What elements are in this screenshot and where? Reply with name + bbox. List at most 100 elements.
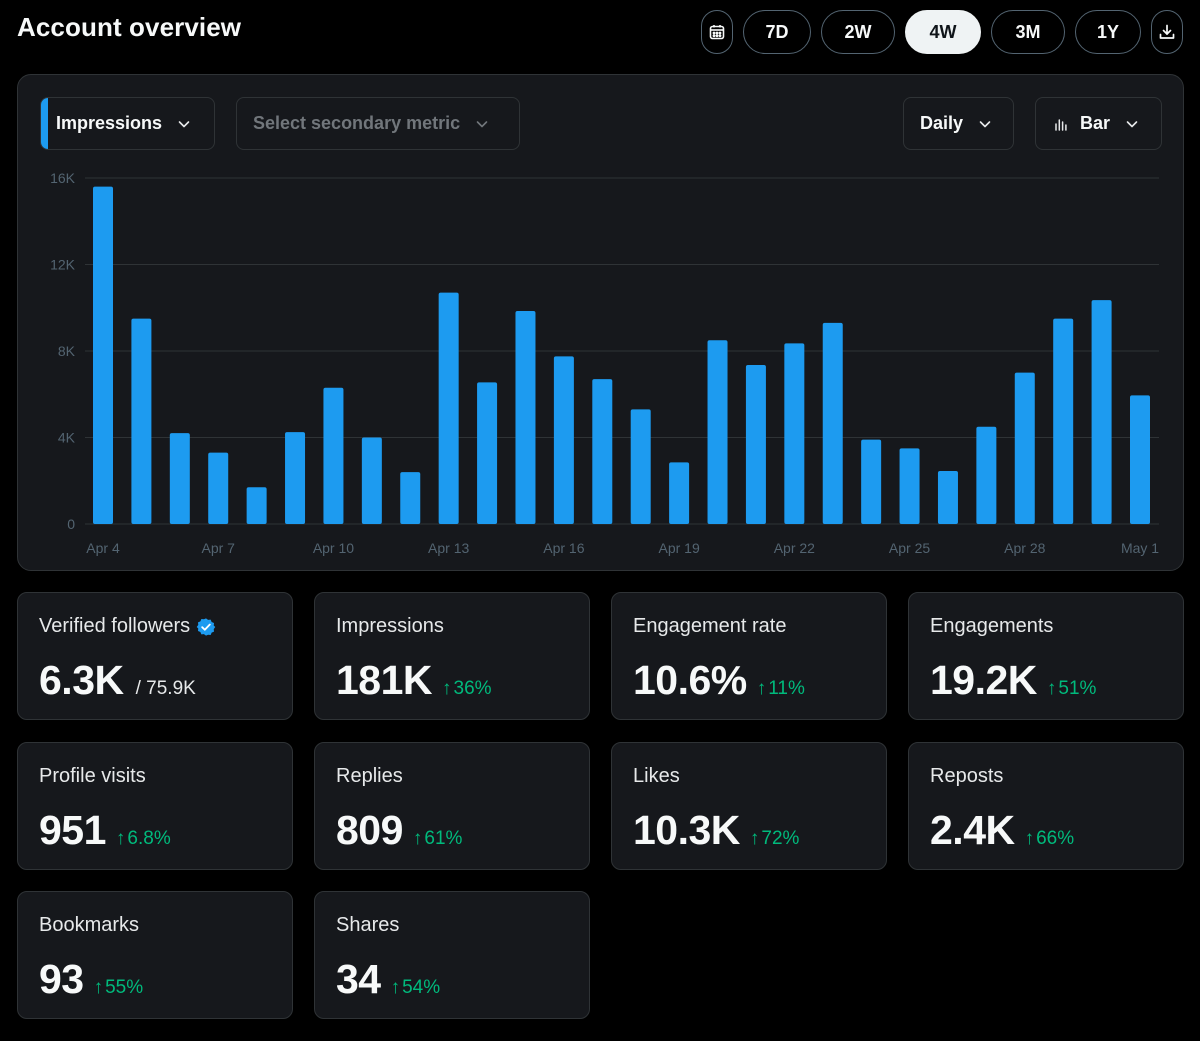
bar-apr-8[interactable] bbox=[246, 487, 267, 524]
chart-type-label: Bar bbox=[1080, 113, 1111, 133]
stat-card-shares: Shares 34 ↑ 54% bbox=[314, 891, 590, 1019]
bar-apr-22[interactable] bbox=[784, 343, 805, 524]
page-title: Account overview bbox=[17, 12, 242, 42]
bar-apr-12[interactable] bbox=[400, 472, 421, 524]
primary-metric-select[interactable]: Impressions bbox=[40, 97, 215, 150]
x-tick-label: Apr 13 bbox=[428, 540, 469, 556]
stat-change: ↑ 55% bbox=[93, 977, 144, 998]
stat-label: Engagement rate bbox=[633, 615, 787, 637]
arrow-up-icon: ↑ bbox=[442, 678, 452, 699]
range-7d-button[interactable]: 7D bbox=[743, 10, 811, 54]
stat-card-likes: Likes 10.3K ↑ 72% bbox=[611, 742, 887, 870]
primary-metric-label: Impressions bbox=[56, 113, 163, 133]
bar-apr-19[interactable] bbox=[669, 462, 690, 524]
arrow-up-icon: ↑ bbox=[1046, 678, 1057, 699]
range-3m-button[interactable]: 3M bbox=[991, 10, 1065, 54]
bar-apr-11[interactable] bbox=[361, 437, 382, 525]
bar-chart-icon bbox=[1055, 118, 1067, 131]
x-tick-label: Apr 10 bbox=[313, 540, 354, 556]
bar-apr-26[interactable] bbox=[937, 471, 958, 524]
stat-change: ↑ 54% bbox=[390, 977, 441, 998]
bar-apr-9[interactable] bbox=[285, 432, 306, 524]
stat-label: Bookmarks bbox=[39, 914, 140, 936]
arrow-up-icon: ↑ bbox=[115, 828, 126, 849]
stat-card-verified-followers: Verified followers 6.3K / 75.9K bbox=[17, 592, 293, 720]
bar-apr-18[interactable] bbox=[630, 409, 651, 524]
calendar-icon bbox=[709, 25, 725, 40]
chevron-down-icon bbox=[979, 120, 991, 127]
y-tick-label: 8K bbox=[58, 343, 76, 359]
bar-apr-21[interactable] bbox=[745, 365, 766, 524]
bar-apr-25[interactable] bbox=[899, 448, 920, 524]
bar-apr-15[interactable] bbox=[515, 310, 536, 524]
stat-total: / 75.9K bbox=[135, 678, 196, 699]
stat-change: ↑ 61% bbox=[412, 828, 463, 849]
stat-card-impressions: Impressions 181K ↑ 36% bbox=[314, 592, 590, 720]
x-tick-label: Apr 22 bbox=[774, 540, 815, 556]
bar-apr-23[interactable] bbox=[822, 322, 843, 524]
bar-apr-17[interactable] bbox=[592, 379, 613, 524]
y-tick-label: 12K bbox=[50, 257, 76, 273]
x-tick-label: Apr 16 bbox=[543, 540, 584, 556]
stat-value: 951 bbox=[39, 807, 106, 853]
y-tick-label: 4K bbox=[58, 430, 76, 446]
secondary-metric-select[interactable]: Select secondary metric bbox=[236, 97, 520, 150]
stat-card-reposts: Reposts 2.4K ↑ 66% bbox=[908, 742, 1184, 870]
bar-apr-7[interactable] bbox=[208, 452, 229, 524]
chart-card: 0 4K 8K 12K 16K Apr 4 Apr 7 Apr 10 Apr 13 Apr 16 A… bbox=[17, 74, 1184, 571]
date-range-bar: 7D 2W 4W 3M 1Y bbox=[701, 10, 1183, 54]
arrow-up-icon: ↑ bbox=[1024, 828, 1035, 849]
bar-apr-13[interactable] bbox=[438, 292, 459, 524]
range-1y-button[interactable]: 1Y bbox=[1075, 10, 1141, 54]
download-icon bbox=[1159, 24, 1175, 39]
stat-label: Likes bbox=[633, 765, 680, 787]
stat-value: 10.6% bbox=[633, 657, 747, 703]
bar-apr-6[interactable] bbox=[169, 433, 190, 524]
stat-label: Verified followers bbox=[39, 615, 191, 637]
bar-apr-28[interactable] bbox=[1014, 372, 1035, 524]
y-tick-label: 0 bbox=[67, 516, 75, 532]
chevron-down-icon bbox=[178, 120, 190, 127]
x-tick-label: Apr 25 bbox=[889, 540, 930, 556]
x-tick-label: Apr 7 bbox=[201, 540, 235, 556]
chevron-down-icon bbox=[1126, 120, 1138, 127]
stat-value: 93 bbox=[39, 956, 84, 1002]
metric-color-indicator bbox=[41, 98, 48, 149]
bar-apr-20[interactable] bbox=[707, 340, 728, 524]
bar-apr-10[interactable] bbox=[323, 387, 344, 524]
stat-change: ↑ 36% bbox=[442, 678, 492, 699]
y-tick-label: 16K bbox=[50, 170, 76, 186]
stat-card-replies: Replies 809 ↑ 61% bbox=[314, 742, 590, 870]
arrow-up-icon: ↑ bbox=[756, 678, 767, 699]
bar-apr-27[interactable] bbox=[976, 426, 997, 524]
stat-card-bookmarks: Bookmarks 93 ↑ 55% bbox=[17, 891, 293, 1019]
interval-select[interactable]: Daily bbox=[903, 97, 1014, 150]
bar-apr-16[interactable] bbox=[553, 356, 574, 524]
x-tick-label: Apr 4 bbox=[86, 540, 120, 556]
bar-apr-29[interactable] bbox=[1053, 318, 1074, 524]
bar-apr-4[interactable] bbox=[93, 186, 113, 524]
bar-apr-5[interactable] bbox=[131, 318, 152, 524]
bar-apr-24[interactable] bbox=[861, 439, 882, 524]
stat-label: Reposts bbox=[930, 765, 1004, 787]
stat-change: ↑ 6.8% bbox=[115, 828, 171, 849]
stat-value: 19.2K bbox=[930, 657, 1037, 703]
stat-label: Impressions bbox=[336, 615, 444, 637]
download-button[interactable] bbox=[1151, 10, 1183, 54]
stat-change: ↑ 51% bbox=[1046, 678, 1097, 699]
arrow-up-icon: ↑ bbox=[93, 977, 104, 998]
calendar-button[interactable] bbox=[701, 10, 733, 54]
stat-label: Shares bbox=[336, 914, 400, 936]
bar-apr-30[interactable] bbox=[1091, 300, 1112, 524]
chevron-down-icon bbox=[476, 120, 488, 127]
chart-type-select[interactable]: Bar bbox=[1035, 97, 1162, 150]
range-4w-button[interactable]: 4W bbox=[905, 10, 981, 54]
interval-label: Daily bbox=[920, 113, 964, 133]
stat-card-engagement-rate: Engagement rate 10.6% ↑ 11% bbox=[611, 592, 887, 720]
stat-change: ↑ 66% bbox=[1024, 828, 1075, 849]
bar-may-1[interactable] bbox=[1130, 395, 1150, 524]
arrow-up-icon: ↑ bbox=[412, 828, 423, 849]
range-2w-button[interactable]: 2W bbox=[821, 10, 895, 54]
verified-badge-icon bbox=[196, 617, 216, 636]
bar-apr-14[interactable] bbox=[477, 382, 498, 524]
